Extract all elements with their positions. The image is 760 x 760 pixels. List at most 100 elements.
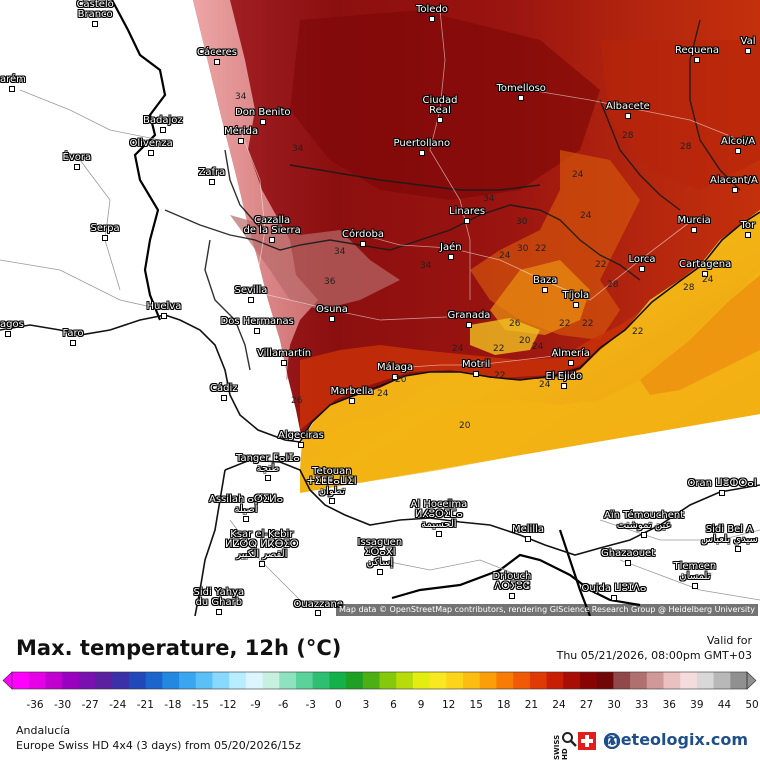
- city-dot: [419, 150, 425, 156]
- colorbar-tick-label: -9: [250, 699, 260, 711]
- colorbar-tick-label: -6: [278, 699, 289, 711]
- roads-outside-model: [0, 89, 760, 601]
- city-label: Sidi Bel A سيدي بلعباس: [701, 525, 758, 545]
- colorbar-tick-label: -36: [26, 699, 43, 711]
- city-label: Granada: [448, 311, 491, 321]
- city-label: Tanger ⵟⴰⵏⵊⴰ طنجة: [236, 454, 300, 474]
- temperature-value-label: 20: [519, 336, 531, 346]
- city-label-line: Villamartín: [257, 348, 312, 359]
- region-borders: [164, 19, 741, 371]
- city-label: Tomelloso: [497, 84, 546, 94]
- city-dot: [298, 442, 304, 448]
- city-label: Jaén: [440, 243, 462, 253]
- city-label: Cáceres: [197, 48, 237, 58]
- city-dot: [694, 57, 700, 63]
- temperature-value-label: 24: [580, 211, 592, 221]
- city-label-line: Tíjola: [562, 290, 590, 301]
- colorbar-swatch: [62, 672, 80, 689]
- temperature-value-label: 34: [420, 261, 432, 271]
- city-label-line: Olivenza: [129, 138, 173, 149]
- map-attribution: Map data © OpenStreetMap contributors, r…: [336, 604, 758, 616]
- city-label-line: ⵍⵃⵓⵙⵉⵎⴰ: [414, 509, 463, 520]
- city-label-line: ⵜⵉⵟⵟⴰⵡⵉⵏ: [307, 476, 357, 487]
- city-label-line: Zafra: [198, 167, 226, 178]
- temperature-value-label: 24: [702, 275, 714, 285]
- city-label-line: Serpa: [90, 223, 120, 234]
- colorbar-swatch: [696, 672, 715, 689]
- city-dot: [160, 127, 166, 133]
- city-label: Évora: [63, 153, 92, 163]
- city-label-line: Toledo: [416, 4, 448, 15]
- city-dot: [259, 561, 265, 567]
- city-label-line: Oran ⵡⴻⵀⵔⴰⵏ: [687, 478, 757, 489]
- colorbar-swatch: [329, 672, 347, 689]
- city-dot: [509, 593, 515, 599]
- city-dot: [692, 583, 698, 589]
- colorbar-swatch: [446, 672, 464, 689]
- city-label-line: Badajoz: [143, 115, 183, 126]
- weather-map[interactable]: Castelo Branco Toledo Val Cáceres Requena arém…: [0, 0, 760, 616]
- city-label-line: Huelva: [146, 301, 182, 312]
- city-label-line: Val: [740, 36, 756, 47]
- city-dot: [429, 16, 435, 22]
- city-dot: [639, 266, 645, 272]
- temperature-value-label: 26: [509, 319, 521, 329]
- temperature-field: [0, 0, 760, 616]
- city-label: Melilla: [512, 525, 544, 535]
- colorbar-tick-label: 0: [335, 699, 342, 711]
- city-label: Toledo: [416, 5, 448, 15]
- temperature-value-label: 22: [595, 260, 607, 270]
- city-label: Marbella: [331, 387, 374, 397]
- colorbar-tick-label: -30: [54, 699, 71, 711]
- city-dot: [315, 610, 321, 616]
- city-label-line: Évora: [62, 152, 92, 163]
- city-dot: [732, 187, 738, 193]
- colorbar-swatch: [663, 672, 681, 689]
- search-icon[interactable]: [561, 731, 577, 747]
- sea-warm-area: [640, 275, 760, 395]
- colorbar-tick-label: -24: [109, 699, 126, 711]
- city-label: Val: [741, 37, 756, 47]
- colorbar-swatch: [379, 672, 397, 689]
- colorbar-swatch: [179, 672, 197, 689]
- colorbar-swatch: [295, 672, 314, 689]
- city-dot: [702, 271, 708, 277]
- temperature-value-label: 34: [483, 194, 495, 204]
- city-label-line: Aïn Témouchent: [604, 510, 685, 521]
- brand-name[interactable]: meteologix.com: [604, 730, 748, 749]
- city-label: Tor: [741, 221, 756, 231]
- city-label: Linares: [449, 207, 485, 217]
- city-label-line: تلمسان: [679, 571, 711, 582]
- colorbar-tick-label: 36: [663, 699, 677, 711]
- temperature-value-label: 28: [683, 283, 695, 293]
- city-label-line: Ghazaouet: [601, 548, 656, 559]
- city-label-line: Lorca: [628, 254, 656, 265]
- swiss-flag-icon: [578, 732, 596, 750]
- city-dot: [473, 371, 479, 377]
- colorbar-tick-label: -21: [137, 699, 154, 711]
- mountain-cool-area: [490, 260, 590, 335]
- coastline: [0, 211, 760, 616]
- colorbar-tick-label: 15: [470, 699, 483, 711]
- colorbar-swatch: [513, 672, 531, 689]
- colorbar-swatch: [346, 672, 364, 689]
- city-label: Cartagena: [679, 260, 731, 270]
- city-label: Córdoba: [342, 230, 384, 240]
- city-dot: [265, 475, 271, 481]
- eastern-area: [600, 40, 760, 190]
- city-dot: [745, 232, 751, 238]
- colorbar-swatch: [229, 672, 247, 689]
- sea-cool-area: [310, 270, 760, 483]
- city-dot: [561, 383, 567, 389]
- city-label-line: El Ejido: [545, 371, 583, 382]
- city-label-line: Málaga: [377, 362, 414, 373]
- city-label: Mérida: [224, 127, 258, 137]
- colorbar-swatch: [646, 672, 664, 689]
- city-label: Puertollano: [394, 139, 451, 149]
- colorbar-tick-label: 12: [442, 699, 455, 711]
- city-dot: [329, 316, 335, 322]
- temperature-value-label: 22: [493, 344, 505, 354]
- city-label: Algeciras: [278, 431, 324, 441]
- colorbar-swatch: [145, 672, 163, 689]
- colorbar-swatch: [128, 672, 147, 689]
